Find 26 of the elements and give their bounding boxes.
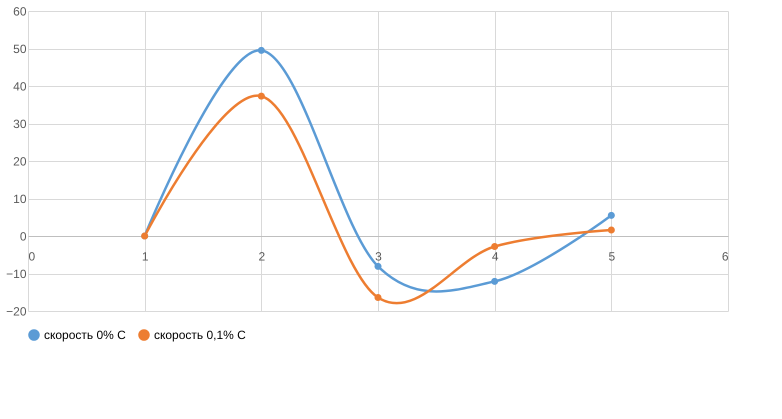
point: [258, 92, 265, 100]
y-tick-label: −20: [6, 304, 27, 318]
y-tick-label: 10: [13, 192, 27, 206]
point: [374, 262, 382, 270]
legend-label: скорость 0% С: [44, 328, 126, 342]
y-tick-label: −10: [6, 267, 27, 281]
point: [608, 226, 615, 234]
point: [491, 242, 498, 250]
legend-label: скорость 0,1% С: [154, 328, 246, 342]
x-tick-label: 0: [28, 250, 36, 264]
point: [491, 278, 498, 285]
point: [258, 46, 265, 54]
y-tick-label: 40: [13, 80, 27, 94]
x-tick-label: 3: [375, 250, 382, 264]
point: [608, 212, 615, 219]
x-tick-label: 2: [258, 250, 266, 264]
y-tick-label: 60: [13, 4, 27, 18]
x-tick-label: 4: [492, 250, 499, 264]
x-tick-label: 5: [608, 250, 616, 264]
y-tick-label: 0: [20, 230, 27, 244]
point: [374, 294, 382, 302]
y-tick-label: 50: [13, 42, 27, 56]
x-tick-label: 1: [142, 250, 149, 264]
y-tick-label: 30: [13, 117, 27, 131]
x-tick-label: 6: [722, 250, 729, 264]
y-tick-label: 20: [13, 154, 27, 168]
